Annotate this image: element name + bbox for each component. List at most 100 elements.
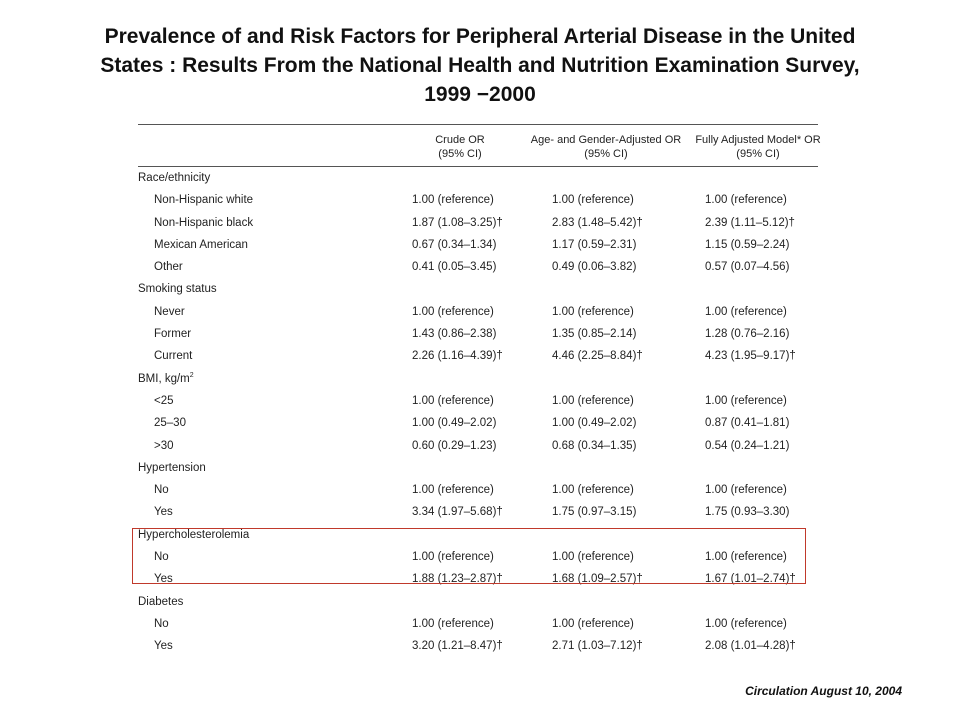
- crude-or-value: 3.20 (1.21–8.47)†: [412, 640, 503, 653]
- row-label: Yes: [154, 501, 173, 523]
- label-text: No: [154, 617, 169, 630]
- label-text: Former: [154, 328, 192, 341]
- adjusted-or-value: 1.00 (0.49–2.02): [552, 417, 637, 430]
- table-body: Race/ethnicity Non-Hispanic white 1.00 (re…: [138, 167, 818, 658]
- section-label: Hypertension: [138, 457, 206, 479]
- table-section-row: Race/ethnicity: [138, 167, 818, 189]
- fully-adjusted-or-value: 0.57 (0.07–4.56): [705, 261, 790, 274]
- section-label: Diabetes: [138, 591, 183, 613]
- section-label: Race/ethnicity: [138, 167, 210, 189]
- table-row: >30 0.60 (0.29–1.23) 0.68 (0.34–1.35) 0.54 …: [138, 435, 818, 457]
- crude-or-value: 1.00 (reference): [412, 484, 494, 497]
- label-text: Yes: [154, 506, 173, 519]
- crude-or-value: 1.00 (0.49–2.02): [412, 417, 497, 430]
- section-label: BMI, kg/m2: [138, 368, 194, 390]
- fully-adjusted-or-value: 0.54 (0.24–1.21): [705, 439, 790, 452]
- fully-adjusted-or-value: 1.28 (0.76–2.16): [705, 328, 790, 341]
- table-row: Mexican American 0.67 (0.34–1.34) 1.17 (0.…: [138, 234, 818, 256]
- row-label: Yes: [154, 635, 173, 657]
- adjusted-or-value: 1.00 (reference): [552, 394, 634, 407]
- header-line: Fully Adjusted Model* OR: [695, 134, 821, 146]
- hypercholesterolemia-highlight-box: [132, 528, 806, 584]
- crude-or-value: 1.00 (reference): [412, 394, 494, 407]
- header-fully-adjusted-or: Fully Adjusted Model* OR (95% CI): [680, 133, 836, 161]
- adjusted-or-value: 1.17 (0.59–2.31): [552, 238, 637, 251]
- adjusted-or-value: 0.49 (0.06–3.82): [552, 261, 637, 274]
- fully-adjusted-or-value: 1.00 (reference): [705, 551, 787, 564]
- label-text: No: [154, 551, 169, 564]
- crude-or-value: 0.60 (0.29–1.23): [412, 439, 497, 452]
- label-text: <25: [154, 394, 174, 407]
- table-row: Yes 3.34 (1.97–5.68)† 1.75 (0.97–3.15) 1.75…: [138, 501, 818, 523]
- header-line: (95% CI): [584, 148, 628, 160]
- header-line: (95% CI): [438, 148, 482, 160]
- table-row: Yes 3.20 (1.21–8.47)† 2.71 (1.03–7.12)† 2.0…: [138, 635, 818, 657]
- crude-or-value: 0.67 (0.34–1.34): [412, 238, 497, 251]
- title-line-3: 1999 −2000: [424, 83, 536, 106]
- table-row: Non-Hispanic black 1.87 (1.08–3.25)† 2.83 …: [138, 212, 818, 234]
- fully-adjusted-or-value: 1.67 (1.01–2.74)†: [705, 573, 796, 586]
- fully-adjusted-or-value: 4.23 (1.95–9.17)†: [705, 350, 796, 363]
- label-text: Yes: [154, 573, 173, 586]
- row-label: Current: [154, 345, 192, 367]
- fully-adjusted-or-value: 2.39 (1.11–5.12)†: [705, 216, 795, 229]
- label-text: Hypercholesterolemia: [138, 528, 250, 541]
- adjusted-or-value: 1.35 (0.85–2.14): [552, 328, 637, 341]
- label-text: Non-Hispanic black: [154, 216, 254, 229]
- fully-adjusted-or-value: 1.00 (reference): [705, 617, 787, 630]
- section-label: Smoking status: [138, 278, 217, 300]
- row-label: Non-Hispanic black: [154, 212, 253, 234]
- label-text: Race/ethnicity: [138, 172, 211, 184]
- crude-or-value: 1.00 (reference): [412, 305, 494, 318]
- fully-adjusted-or-value: 1.00 (reference): [705, 484, 787, 497]
- adjusted-or-value: 1.68 (1.09–2.57)†: [552, 573, 643, 586]
- label-text: Never: [154, 305, 185, 318]
- table-section-row: BMI, kg/m2: [138, 368, 818, 390]
- header-line: Crude OR: [435, 134, 485, 146]
- fully-adjusted-or-value: 1.00 (reference): [705, 194, 787, 207]
- citation: Circulation August 10, 2004: [745, 684, 902, 698]
- adjusted-or-value: 1.00 (reference): [552, 551, 634, 564]
- title-line-2: States : Results From the National Healt…: [100, 54, 860, 77]
- row-label: Yes: [154, 568, 173, 590]
- crude-or-value: 2.26 (1.16–4.39)†: [412, 350, 503, 363]
- adjusted-or-value: 1.00 (reference): [552, 305, 634, 318]
- adjusted-or-value: 4.46 (2.25–8.84)†: [552, 350, 643, 363]
- crude-or-value: 1.87 (1.08–3.25)†: [412, 216, 503, 229]
- label-text: Diabetes: [138, 595, 184, 608]
- fully-adjusted-or-value: 1.00 (reference): [705, 394, 787, 407]
- adjusted-or-value: 2.83 (1.48–5.42)†: [552, 216, 643, 229]
- table-row: Never 1.00 (reference) 1.00 (reference) 1.0…: [138, 301, 818, 323]
- label-text: Current: [154, 350, 193, 363]
- crude-or-value: 0.41 (0.05–3.45): [412, 261, 497, 274]
- crude-or-value: 1.00 (reference): [412, 551, 494, 564]
- table-row: 25–30 1.00 (0.49–2.02) 1.00 (0.49–2.02) 0.8…: [138, 412, 818, 434]
- row-label: Non-Hispanic white: [154, 189, 253, 211]
- fully-adjusted-or-value: 1.75 (0.93–3.30): [705, 506, 790, 519]
- table-row: No 1.00 (reference) 1.00 (reference) 1.00 (…: [138, 613, 818, 635]
- label-text: BMI, kg/m: [138, 372, 190, 385]
- row-label: No: [154, 546, 169, 568]
- table-top-rule: [138, 124, 818, 125]
- adjusted-or-value: 1.00 (reference): [552, 194, 634, 207]
- crude-or-value: 3.34 (1.97–5.68)†: [412, 506, 503, 519]
- label-text: >30: [154, 439, 174, 452]
- row-label: Never: [154, 301, 185, 323]
- fully-adjusted-or-value: 0.87 (0.41–1.81): [705, 417, 790, 430]
- row-label: >30: [154, 435, 174, 457]
- table-section-row: Hypercholesterolemia: [138, 524, 818, 546]
- label-text: Yes: [154, 640, 173, 653]
- row-label: No: [154, 479, 169, 501]
- adjusted-or-value: 2.71 (1.03–7.12)†: [552, 640, 643, 653]
- table-row: Current 2.26 (1.16–4.39)† 4.46 (2.25–8.84)…: [138, 345, 818, 367]
- label-text: 25–30: [154, 417, 186, 430]
- fully-adjusted-or-value: 1.15 (0.59–2.24): [705, 238, 790, 251]
- header-age-gender-adjusted-or: Age- and Gender-Adjusted OR (95% CI): [516, 133, 696, 161]
- table-row: No 1.00 (reference) 1.00 (reference) 1.00 (…: [138, 546, 818, 568]
- fully-adjusted-or-value: 1.00 (reference): [705, 305, 787, 318]
- label-text: No: [154, 484, 169, 497]
- header-line: Age- and Gender-Adjusted OR: [530, 134, 682, 146]
- label-text: Smoking status: [138, 283, 217, 296]
- crude-or-value: 1.00 (reference): [412, 617, 494, 630]
- row-label: Former: [154, 323, 191, 345]
